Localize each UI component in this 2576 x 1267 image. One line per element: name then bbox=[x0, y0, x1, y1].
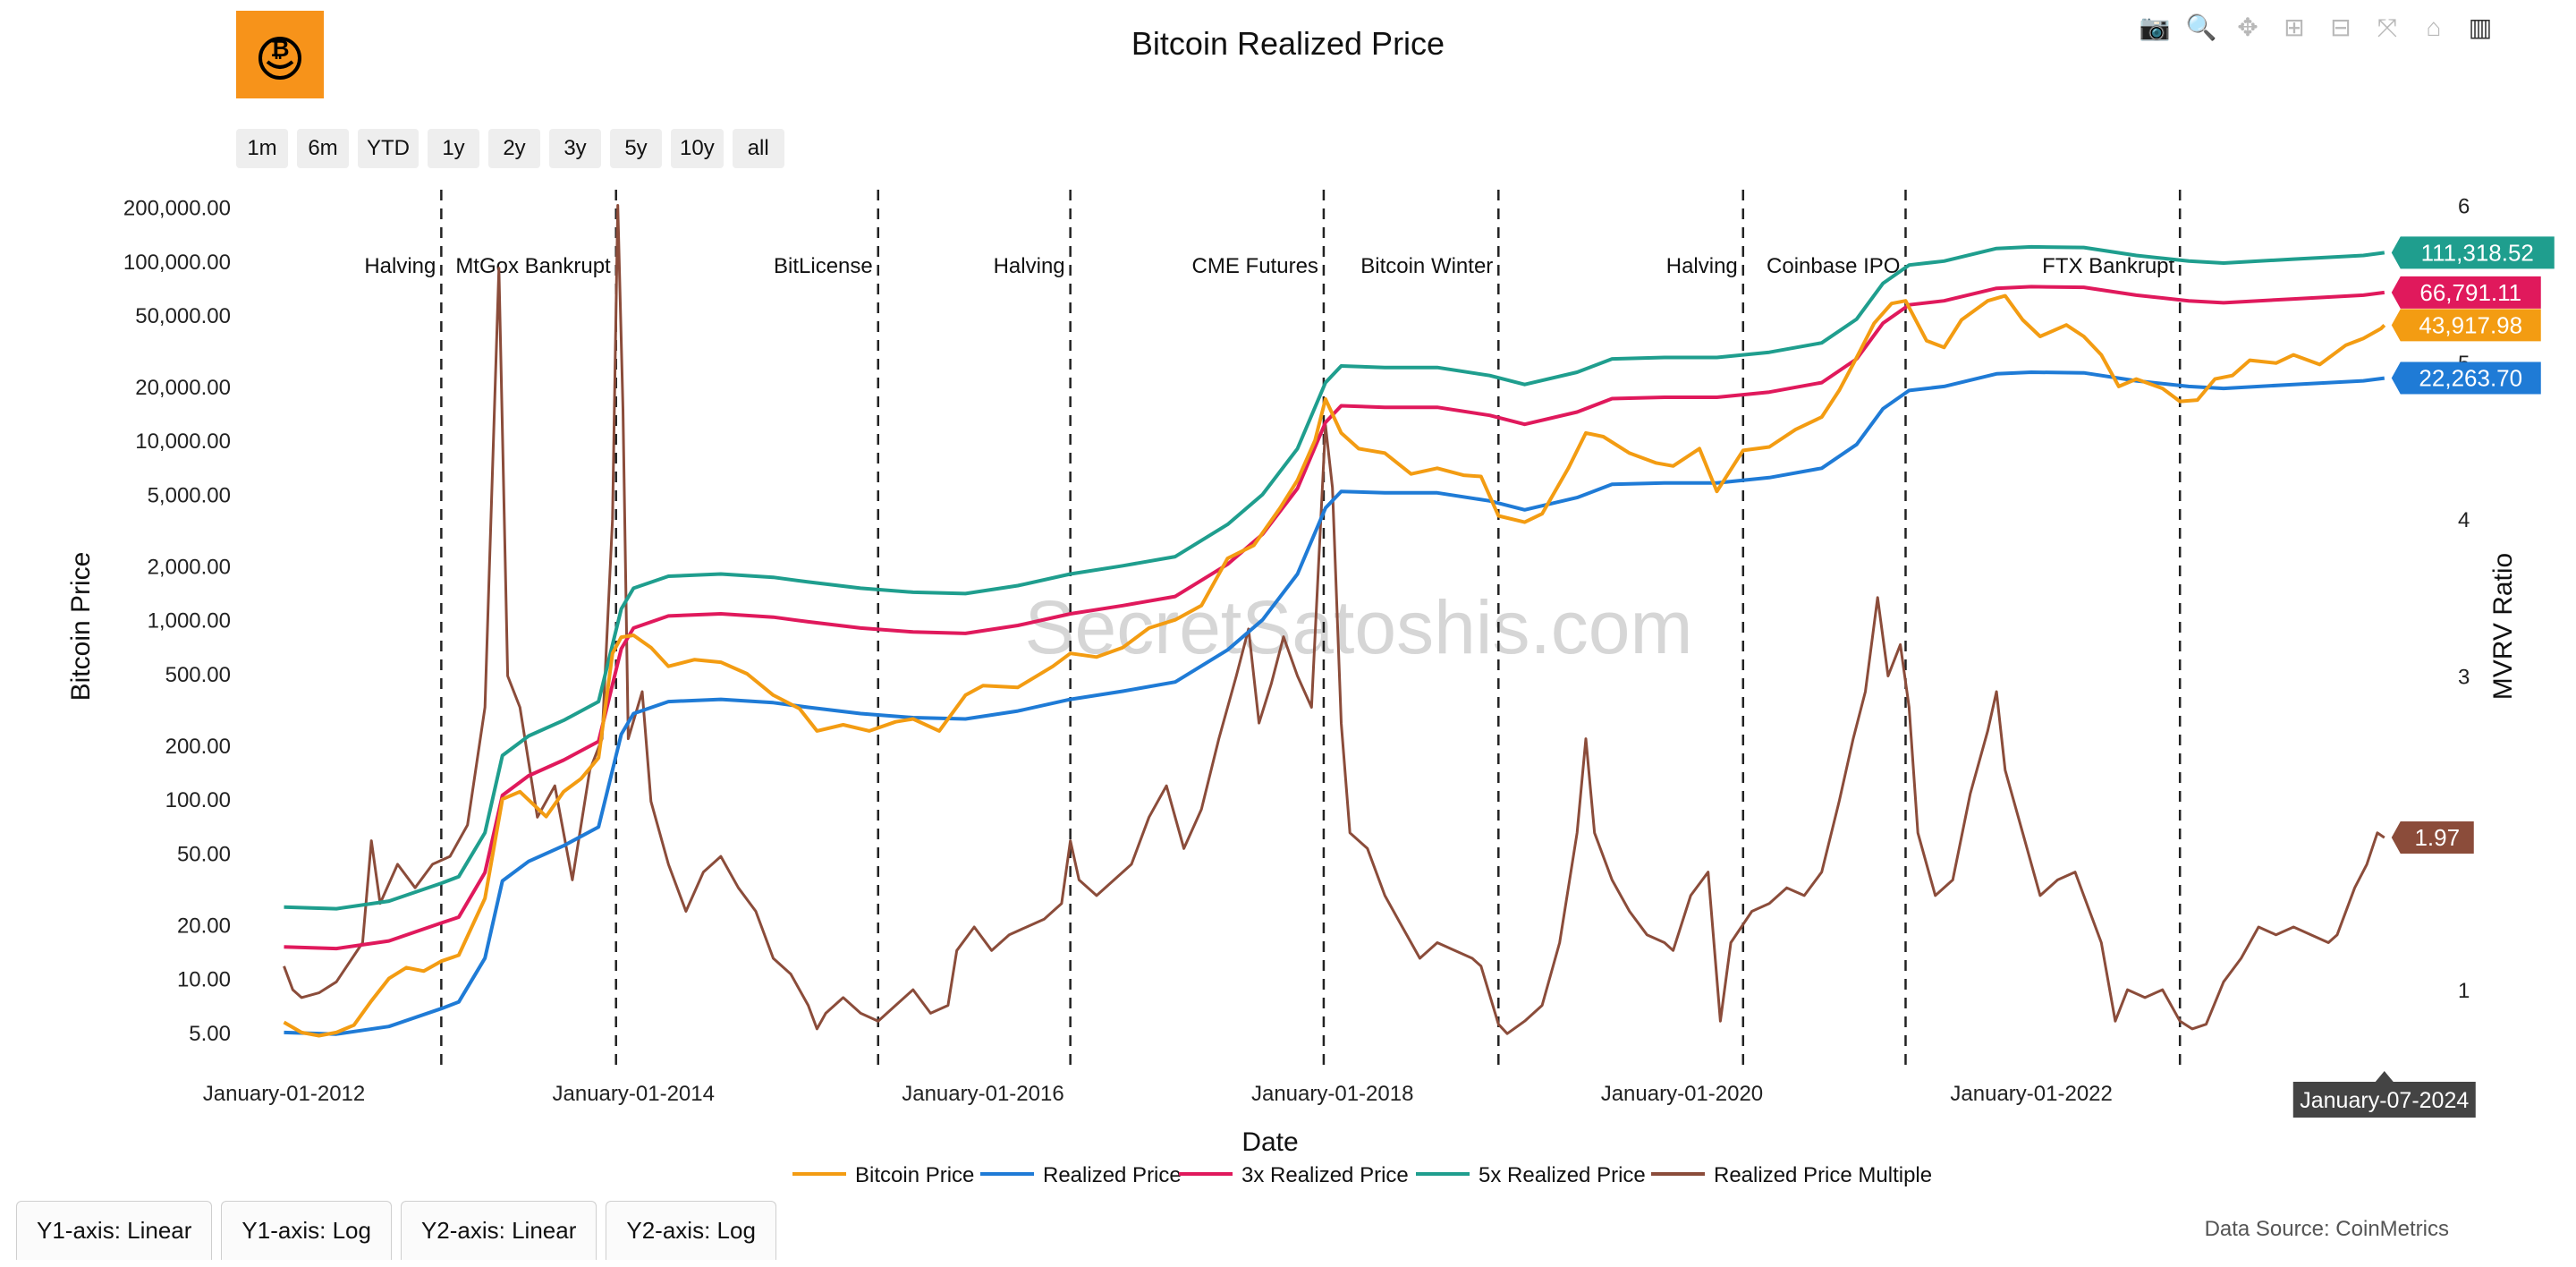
y2-tick-label: 4 bbox=[2458, 508, 2470, 532]
watermark: SecretSatoshis.com bbox=[1025, 585, 1693, 669]
last-value-tag bbox=[2391, 276, 2541, 309]
last-value-tag bbox=[2391, 821, 2474, 855]
series-line-bitcoin-price bbox=[283, 293, 2386, 1038]
legend-item-realized-price-multiple[interactable]: Realized Price Multiple bbox=[1651, 1163, 1932, 1187]
last-value-tag bbox=[2391, 361, 2541, 395]
data-source-note: Data Source: CoinMetrics bbox=[2204, 1217, 2449, 1241]
y2-tick-label: 3 bbox=[2458, 665, 2470, 689]
event-label: BitLicense bbox=[774, 254, 873, 278]
y-tick-label: 500.00 bbox=[165, 663, 231, 687]
pan-icon[interactable]: ✥ bbox=[2237, 13, 2258, 41]
series-line-5x-realized-price bbox=[284, 244, 2385, 911]
bitcoin-smile-logo-icon: ₿ bbox=[258, 35, 301, 80]
svg-text:₿: ₿ bbox=[270, 35, 289, 62]
plotly-logo-icon[interactable]: ▥ bbox=[2468, 13, 2493, 41]
range-button-2y[interactable]: 2y bbox=[488, 129, 540, 168]
autoscale-icon[interactable]: ⤧ bbox=[2377, 13, 2398, 41]
y-axis-title: Bitcoin Price bbox=[66, 552, 96, 702]
y2-axis-title: MVRV Ratio bbox=[2488, 553, 2518, 701]
range-button-1y[interactable]: 1y bbox=[428, 129, 479, 168]
brand-logo: ₿ bbox=[236, 11, 324, 98]
legend-item-5x-realized-price[interactable]: 5x Realized Price bbox=[1416, 1163, 1646, 1187]
zoom-icon[interactable]: 🔍 bbox=[2185, 13, 2217, 41]
legend-item-realized-price[interactable]: Realized Price bbox=[980, 1163, 1182, 1187]
legend-label: Realized Price bbox=[1043, 1163, 1182, 1187]
y-tick-label: 100.00 bbox=[165, 788, 231, 812]
last-value-tag bbox=[2391, 309, 2541, 342]
event-label: Coinbase IPO bbox=[1767, 254, 1900, 278]
x-tick-label: January-01-2020 bbox=[1601, 1082, 1763, 1106]
legend-label: 5x Realized Price bbox=[1479, 1163, 1646, 1187]
y2-tick-label: 6 bbox=[2458, 195, 2470, 219]
zoom-out-icon[interactable]: ⊟ bbox=[2330, 13, 2351, 41]
y-tick-label: 20.00 bbox=[177, 914, 231, 938]
x-tick-label: January-01-2014 bbox=[553, 1082, 715, 1106]
legend-item-bitcoin-price[interactable]: Bitcoin Price bbox=[792, 1163, 974, 1187]
axis-toggle-bar: Y1-axis: Linear Y1-axis: Log Y2-axis: Line… bbox=[16, 1201, 776, 1260]
range-button-1m[interactable]: 1m bbox=[236, 129, 288, 168]
hover-date-label: January-07-2024 bbox=[2300, 1088, 2469, 1113]
y-tick-label: 50.00 bbox=[177, 842, 231, 866]
event-label: Bitcoin Winter bbox=[1360, 254, 1493, 278]
series-line-3x-realized-price bbox=[284, 285, 2385, 951]
y-tick-label: 200.00 bbox=[165, 735, 231, 759]
range-button-5y[interactable]: 5y bbox=[610, 129, 662, 168]
x-tick-label: January-01-2018 bbox=[1251, 1082, 1413, 1106]
series-line-realized-price-multiple bbox=[283, 204, 2385, 1035]
legend-label: Bitcoin Price bbox=[855, 1163, 974, 1187]
last-value-label: 43,917.98 bbox=[2419, 311, 2522, 338]
y-tick-label: 10.00 bbox=[177, 968, 231, 992]
hover-date-tag bbox=[2292, 1071, 2476, 1118]
event-label: Halving bbox=[994, 254, 1065, 278]
x-tick-label: January-01-2016 bbox=[902, 1082, 1063, 1106]
y2-tick-label: 1 bbox=[2458, 979, 2470, 1003]
series-line-realized-price bbox=[284, 370, 2385, 1036]
page-title: Bitcoin Realized Price bbox=[1131, 25, 1445, 62]
y-tick-label: 50,000.00 bbox=[135, 304, 231, 328]
event-label: Halving bbox=[1666, 254, 1738, 278]
x-tick-label: January-01-2012 bbox=[203, 1082, 365, 1106]
legend-item-3x-realized-price[interactable]: 3x Realized Price bbox=[1179, 1163, 1409, 1187]
chart-toolbar: 📷 🔍 ✥ ⊞ ⊟ ⤧ ⌂ ▥ bbox=[2140, 13, 2496, 43]
chart[interactable]: SecretSatoshis.com 5.00 10.00 20.00 50.00 100… bbox=[0, 0, 2576, 1199]
range-button-3y[interactable]: 3y bbox=[549, 129, 601, 168]
camera-icon[interactable]: 📷 bbox=[2139, 13, 2171, 41]
axis-toggle-y2-axis-linear[interactable]: Y2-axis: Linear bbox=[400, 1201, 597, 1260]
x-tick-label: January-01-2022 bbox=[1950, 1082, 2112, 1106]
y-tick-label: 1,000.00 bbox=[148, 609, 231, 634]
last-value-label: 66,791.11 bbox=[2419, 279, 2521, 306]
range-button-all[interactable]: all bbox=[732, 129, 784, 168]
y-tick-label: 10,000.00 bbox=[135, 429, 231, 454]
event-label: Halving bbox=[364, 254, 436, 278]
reset-axes-icon[interactable]: ⌂ bbox=[2426, 13, 2442, 41]
last-value-label: 111,318.52 bbox=[2421, 239, 2534, 266]
event-label: CME Futures bbox=[1192, 254, 1318, 278]
legend-label: Realized Price Multiple bbox=[1714, 1163, 1932, 1187]
y-tick-label: 100,000.00 bbox=[123, 251, 231, 275]
y-tick-label: 2,000.00 bbox=[148, 555, 231, 579]
range-button-10y[interactable]: 10y bbox=[671, 129, 724, 168]
last-value-label: 1.97 bbox=[2414, 824, 2460, 851]
last-value-tag bbox=[2391, 236, 2555, 269]
x-axis-title: Date bbox=[1241, 1127, 1298, 1157]
y-tick-label: 200,000.00 bbox=[123, 196, 231, 220]
axis-toggle-y1-axis-log[interactable]: Y1-axis: Log bbox=[221, 1201, 392, 1260]
axis-toggle-y1-axis-linear[interactable]: Y1-axis: Linear bbox=[16, 1201, 213, 1260]
range-selector: 1m 6m YTD 1y 2y 3y 5y 10y all bbox=[236, 129, 784, 168]
axis-toggle-y2-axis-log[interactable]: Y2-axis: Log bbox=[606, 1201, 776, 1260]
range-button-6m[interactable]: 6m bbox=[297, 129, 349, 168]
y-tick-label: 20,000.00 bbox=[135, 376, 231, 400]
y-tick-label: 5,000.00 bbox=[148, 484, 231, 508]
event-label: MtGox Bankrupt bbox=[455, 254, 611, 278]
legend-label: 3x Realized Price bbox=[1241, 1163, 1409, 1187]
zoom-in-icon[interactable]: ⊞ bbox=[2284, 13, 2305, 41]
last-value-label: 22,263.70 bbox=[2419, 365, 2522, 392]
range-button-ytd[interactable]: YTD bbox=[358, 129, 419, 168]
y-tick-label: 5.00 bbox=[189, 1022, 231, 1046]
